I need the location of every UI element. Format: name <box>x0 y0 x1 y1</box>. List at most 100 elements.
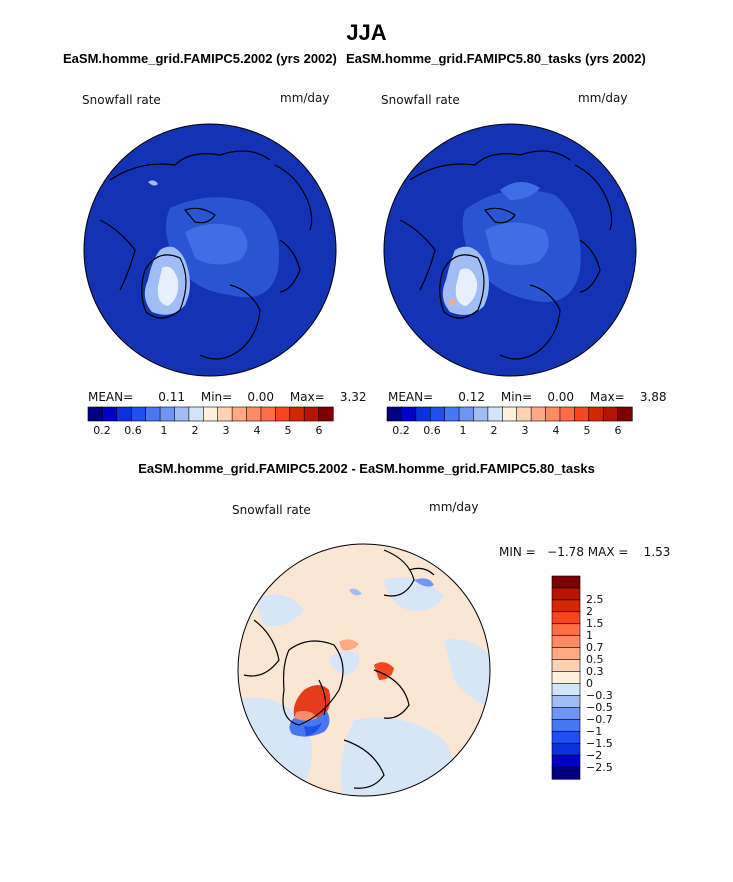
panel2-colorbar-swatch <box>386 406 403 422</box>
panel2-colorbar-swatch <box>487 406 503 422</box>
panel3-colorbar-labels: 2.5 2 1.5 1 0.7 0.5 0.3 0 −0.3 −0.5 −0.7 −1 −1.5 −2 −2… <box>586 576 636 779</box>
panel3-colorbar-tick-label: −0.5 <box>586 700 613 714</box>
panel3-coastlines <box>243 549 435 789</box>
panel1-map <box>83 123 337 377</box>
panel2-colorbar-swatch <box>617 406 633 422</box>
panel3-colorbar-swatch <box>551 754 581 768</box>
panel3-colorbar-tick-label: 0 <box>586 676 593 690</box>
panel2-colorbar-swatch <box>516 406 532 422</box>
panel1-min-label: Min= <box>200 390 233 404</box>
panel3-colorbar-tick-label: 2 <box>586 605 593 619</box>
panel3-colorbar-tick-label: −1 <box>586 724 603 738</box>
panel2-min-value: 0.00 <box>547 390 575 404</box>
panel3-colorbar <box>551 575 581 780</box>
panel2-colorbar-tick-label: 0.2 <box>392 424 410 437</box>
panel1-case-title: EaSM.homme_grid.FAMIPC5.2002 (yrs 2002) <box>63 51 337 66</box>
panel3-colorbar-swatch <box>551 707 581 720</box>
panel1-colorbar-swatch <box>231 406 248 422</box>
panel3-colorbar-tick-label: 2.5 <box>586 593 604 607</box>
panel3-colorbar-swatch <box>551 647 581 661</box>
panel1-colorbar-tick-label: 0.6 <box>124 424 142 437</box>
panel2-max-value: 3.88 <box>639 390 667 404</box>
panel2-max-label: Max= <box>589 390 625 404</box>
panel1-colorbar-swatch <box>289 406 305 422</box>
panel2-mean-value: 0.12 <box>458 390 486 404</box>
panel2-colorbar-swatch <box>588 406 604 422</box>
panel3-colorbar-swatch <box>551 730 581 744</box>
panel1-colorbar-labels: 0.2 0.6 1 2 3 4 5 6 <box>88 424 333 438</box>
panel3-units-label: mm/day <box>429 500 479 514</box>
panel1-units-label: mm/day <box>280 91 330 105</box>
panel1-max-value: 3.32 <box>339 390 367 404</box>
panel3-negative-anomaly <box>289 710 330 737</box>
panel1-colorbar-swatch <box>116 406 132 422</box>
panel2-colorbar-tick-label: 0.6 <box>423 424 441 437</box>
panel3-colorbar-swatch <box>551 587 581 601</box>
panel1-colorbar-swatch <box>145 406 161 422</box>
panel3-map <box>237 543 491 797</box>
panel2-coastlines <box>399 150 613 360</box>
panel1-colorbar-swatch <box>217 406 233 422</box>
panel3-colorbar-swatch <box>551 599 581 613</box>
panel1-variable-label: Snowfall rate <box>82 93 161 107</box>
panel1-colorbar-swatch <box>318 406 334 422</box>
panel1-colorbar-tick-label: 4 <box>253 424 261 437</box>
panel2-colorbar-tick-label: 5 <box>583 424 591 437</box>
panel2-colorbar-swatch <box>545 406 561 422</box>
panel2-colorbar-swatch <box>530 406 547 422</box>
panel2-colorbar-swatch <box>501 406 518 422</box>
panel3-colorbar-swatch <box>551 742 581 756</box>
panel3-colorbar-swatch <box>551 683 581 697</box>
panel1-colorbar-swatch <box>159 406 176 422</box>
panel3-colorbar-swatch <box>551 766 581 780</box>
panel2-variable-label: Snowfall rate <box>381 93 460 107</box>
panel2-colorbar-swatch <box>415 406 431 422</box>
panel3-variable-label: Snowfall rate <box>232 503 311 517</box>
panel2-colorbar-tick-label: 1 <box>459 424 467 437</box>
panel1-colorbar-swatch <box>303 406 320 422</box>
panel1-colorbar-tick-label: 6 <box>315 424 323 437</box>
panel2-colorbar-swatch <box>602 406 619 422</box>
panel1-colorbar-swatch <box>174 406 190 422</box>
panel1-colorbar-tick-label: 3 <box>222 424 230 437</box>
panel2-colorbar <box>386 406 633 422</box>
panel3-colorbar-tick-label: −2.5 <box>586 760 613 774</box>
panel3-colorbar-swatch <box>551 671 581 685</box>
panel1-mean-label: MEAN= <box>88 390 134 404</box>
panel3-colorbar-swatch <box>551 623 581 637</box>
panel3-colorbar-tick-label: −1.5 <box>586 736 613 750</box>
panel2-colorbar-tick-label: 2 <box>490 424 498 437</box>
panel3-colorbar-swatch <box>551 659 581 673</box>
panel2-colorbar-swatch <box>559 406 575 422</box>
panel2-case-title: EaSM.homme_grid.FAMIPC5.80_tasks (yrs 20… <box>346 51 646 66</box>
panel1-colorbar-swatch <box>130 406 147 422</box>
panel2-colorbar-tick-label: 6 <box>614 424 622 437</box>
panel1-colorbar <box>87 406 334 422</box>
panel1-colorbar-swatch <box>275 406 291 422</box>
panel1-colorbar-swatch <box>260 406 276 422</box>
panel1-coastlines <box>99 150 313 360</box>
panel2-map <box>383 123 637 377</box>
panel2-colorbar-swatch <box>401 406 417 422</box>
panel3-colorbar-swatch <box>551 611 581 625</box>
panel1-colorbar-swatch <box>246 406 262 422</box>
panel1-mean-value: 0.11 <box>158 390 186 404</box>
panel3-colorbar-tick-label: −0.7 <box>586 712 613 726</box>
panel3-colorbar-tick-label: −2 <box>586 748 603 762</box>
panel1-colorbar-swatch <box>188 406 204 422</box>
panel2-colorbar-swatch <box>574 406 590 422</box>
panel2-colorbar-tick-label: 3 <box>521 424 529 437</box>
panel2-colorbar-swatch <box>444 406 460 422</box>
panel1-colorbar-tick-label: 2 <box>191 424 199 437</box>
panel3-colorbar-tick-label: −0.3 <box>586 688 613 702</box>
panel3-colorbar-swatch <box>551 718 581 732</box>
panel3-colorbar-tick-label: 1 <box>586 629 593 643</box>
panel1-colorbar-swatch <box>102 406 118 422</box>
panel2-colorbar-tick-label: 4 <box>552 424 560 437</box>
panel3-range-text: MIN = −1.78 MAX = 1.53 <box>499 545 671 559</box>
panel3-colorbar-tick-label: 0.5 <box>586 653 604 667</box>
panel3-colorbar-swatch <box>551 635 581 649</box>
panel2-units-label: mm/day <box>578 91 628 105</box>
panel2-colorbar-labels: 0.2 0.6 1 2 3 4 5 6 <box>387 424 632 438</box>
panel3-colorbar-swatch <box>551 695 581 708</box>
